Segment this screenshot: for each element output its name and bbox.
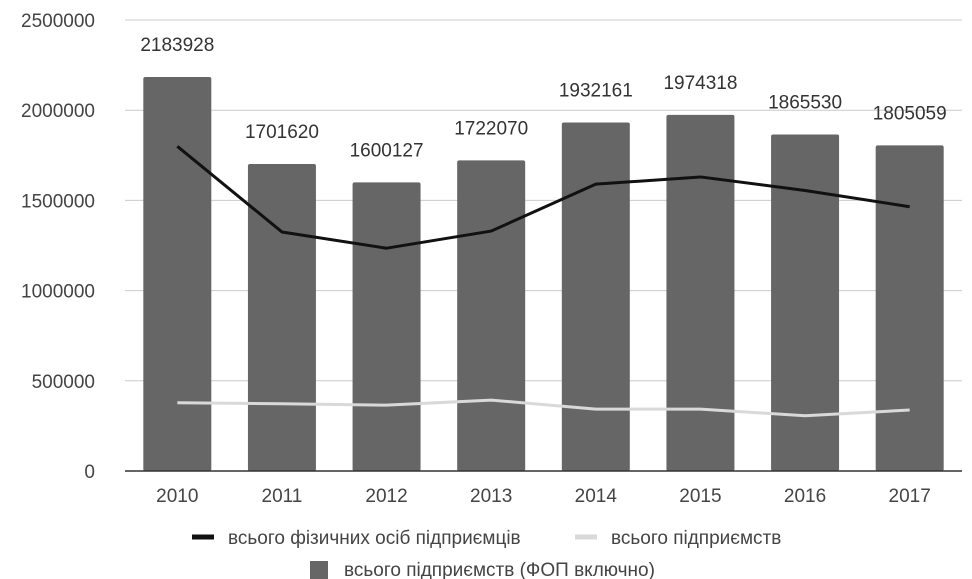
y-tick-label: 2000000 bbox=[21, 101, 95, 122]
bar bbox=[875, 145, 944, 471]
bar bbox=[666, 114, 735, 471]
data-label: 2183928 bbox=[140, 35, 214, 56]
bar bbox=[457, 160, 526, 472]
bar bbox=[352, 182, 421, 471]
data-label: 1932161 bbox=[559, 80, 633, 101]
y-tick-label: 0 bbox=[84, 462, 95, 483]
data-label: 1865530 bbox=[768, 92, 842, 113]
bar bbox=[247, 164, 316, 471]
lines bbox=[176, 145, 910, 418]
data-labels: 2183928 1701620 1600127 1722070 1932161 19743… bbox=[140, 35, 946, 161]
data-label: 1600127 bbox=[350, 140, 424, 161]
bar bbox=[143, 77, 212, 472]
data-label: 1701620 bbox=[245, 122, 319, 143]
data-label: 1722070 bbox=[454, 118, 528, 139]
legend-label: всього фізичних осіб підприємців bbox=[228, 528, 521, 549]
y-tick-label: 2500000 bbox=[21, 11, 95, 32]
y-tick-label: 1000000 bbox=[21, 282, 95, 303]
x-tick-label: 2011 bbox=[262, 486, 303, 507]
bar bbox=[561, 122, 630, 471]
x-tick-label: 2013 bbox=[470, 486, 512, 507]
x-tick-label: 2015 bbox=[679, 486, 721, 507]
line-series-individuals bbox=[176, 145, 910, 250]
y-tick-label: 1500000 bbox=[21, 191, 95, 212]
y-tick-label: 500000 bbox=[32, 372, 95, 393]
axes: 0 500000 1000000 1500000 2000000 2500000 2010 2… bbox=[21, 11, 962, 507]
x-tick-label: 2012 bbox=[365, 486, 407, 507]
x-tick-label: 2017 bbox=[889, 486, 931, 507]
x-tick-label: 2010 bbox=[156, 486, 198, 507]
legend-label: всього підприємств (ФОП включно) bbox=[344, 560, 655, 579]
data-label: 1974318 bbox=[663, 73, 737, 94]
x-tick-label: 2014 bbox=[575, 486, 618, 507]
x-tick-label: 2016 bbox=[784, 486, 826, 507]
bar bbox=[771, 134, 840, 472]
legend: всього фізичних осіб підприємців всього п… bbox=[192, 528, 781, 579]
line-series-enterprises bbox=[177, 398, 910, 418]
legend-swatch-enterprises-total bbox=[310, 561, 328, 579]
bars bbox=[143, 77, 944, 472]
data-label: 1805059 bbox=[873, 103, 947, 124]
legend-label: всього підприємств bbox=[611, 528, 781, 549]
